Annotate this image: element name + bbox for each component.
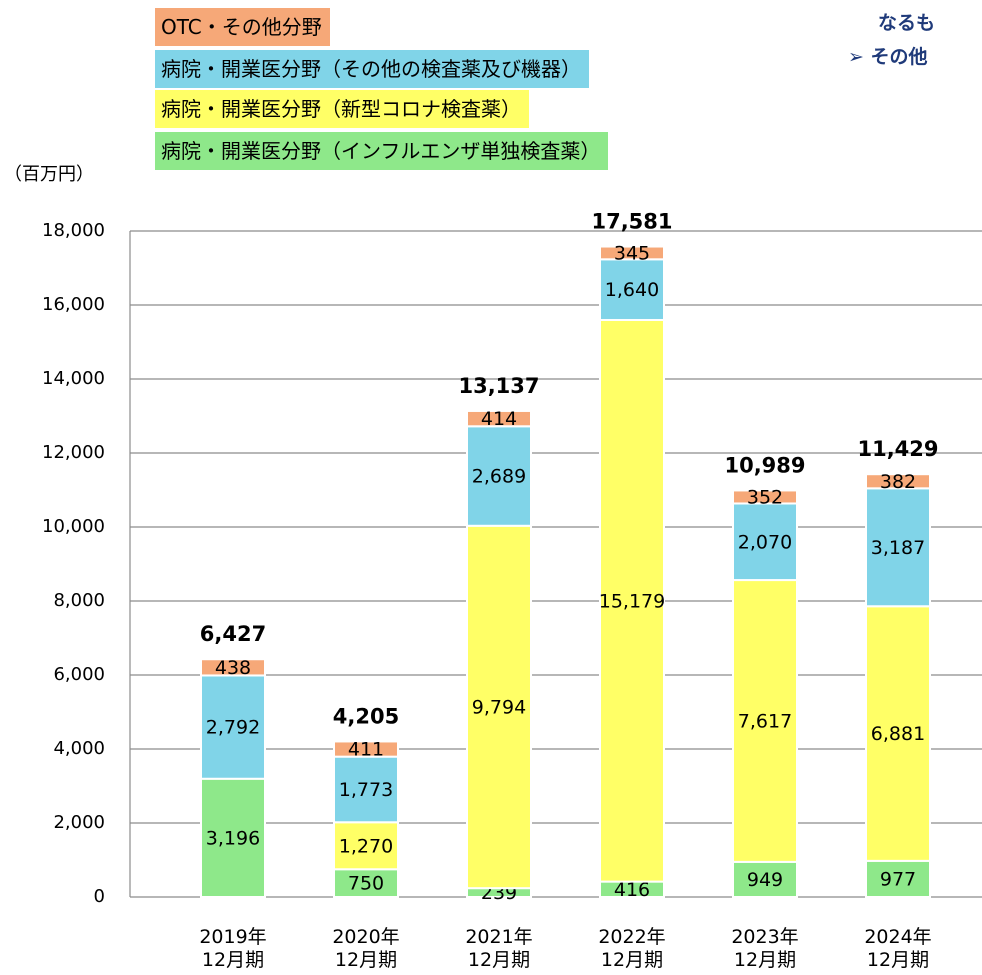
value-label: 750: [348, 873, 384, 895]
value-label: 414: [481, 408, 517, 430]
bar-segment: [599, 258, 665, 321]
value-label: 411: [348, 739, 384, 761]
value-label: 438: [215, 657, 251, 679]
value-label: 2,689: [472, 466, 526, 488]
y-axis-label: （百万円）: [4, 164, 94, 185]
y-tick-label: 6,000: [53, 664, 105, 685]
value-label: 6,881: [871, 723, 925, 745]
bar-segment: [599, 245, 665, 261]
bar-segment: [466, 524, 532, 890]
value-label: 1,640: [605, 279, 659, 301]
total-label: 10,989: [724, 453, 805, 477]
bar-segment: [466, 425, 532, 527]
value-label: 345: [614, 242, 650, 264]
value-label: 2,070: [738, 531, 792, 553]
bar-segment: [200, 658, 266, 677]
value-label: 352: [747, 486, 783, 508]
total-label: 4,205: [333, 704, 399, 728]
legend-item: 病院・開業医分野（インフルエンザ単独検査薬）: [155, 132, 609, 170]
bar-segment: [732, 579, 798, 863]
bar-segment: [865, 473, 931, 490]
value-label: 9,794: [472, 696, 526, 718]
bar-segment: [333, 868, 399, 898]
bar-segment: [200, 674, 266, 780]
y-tick-label: 16,000: [42, 294, 105, 315]
x-tick-label: 2022年 12月期: [598, 926, 666, 971]
bar-segment: [333, 821, 399, 871]
value-label: 7,617: [738, 710, 792, 732]
value-label: 977: [880, 868, 916, 890]
x-tick-label: 2020年 12月期: [332, 926, 400, 971]
value-label: 3,196: [206, 827, 260, 849]
value-label: 1,773: [339, 779, 393, 801]
y-tick-label: 2,000: [53, 812, 105, 833]
y-tick-label: 10,000: [42, 516, 105, 537]
value-label: 3,187: [871, 537, 925, 559]
legend-item: 病院・開業医分野（新型コロナ検査薬）: [155, 90, 529, 128]
total-label: 11,429: [857, 437, 938, 461]
y-tick-label: 0: [94, 886, 105, 907]
bar-segment: [333, 755, 399, 824]
bar-segment: [732, 489, 798, 505]
y-tick-label: 4,000: [53, 738, 105, 759]
bar-segment: [466, 409, 532, 428]
y-tick-label: 18,000: [42, 220, 105, 241]
total-label: 13,137: [458, 374, 539, 398]
annotation: なるも: [878, 12, 936, 34]
bar-segment: [732, 502, 798, 582]
legend-item: 病院・開業医分野（その他の検査薬及び機器）: [155, 50, 589, 88]
x-tick-label: 2024年 12月期: [864, 926, 932, 971]
bar-segment: [732, 860, 798, 899]
value-label: 416: [614, 879, 650, 901]
annotation: ➢ その他: [848, 46, 928, 68]
value-label: 15,179: [599, 590, 665, 612]
bar-segment: [865, 487, 931, 608]
value-label: 1,270: [339, 835, 393, 857]
bar-segment: [333, 740, 399, 758]
total-label: 17,581: [591, 210, 672, 234]
value-label: 382: [880, 471, 916, 493]
legend-item: OTC・その他分野: [155, 8, 330, 46]
y-tick-label: 8,000: [53, 590, 105, 611]
value-label: 2,792: [206, 717, 260, 739]
x-tick-label: 2021年 12月期: [465, 926, 533, 971]
y-tick-label: 14,000: [42, 368, 105, 389]
bar-segment: [865, 605, 931, 862]
x-tick-label: 2023年 12月期: [731, 926, 799, 971]
value-label: 949: [747, 869, 783, 891]
x-tick-label: 2019年 12月期: [199, 926, 267, 971]
total-label: 6,427: [200, 622, 266, 646]
y-tick-label: 12,000: [42, 442, 105, 463]
